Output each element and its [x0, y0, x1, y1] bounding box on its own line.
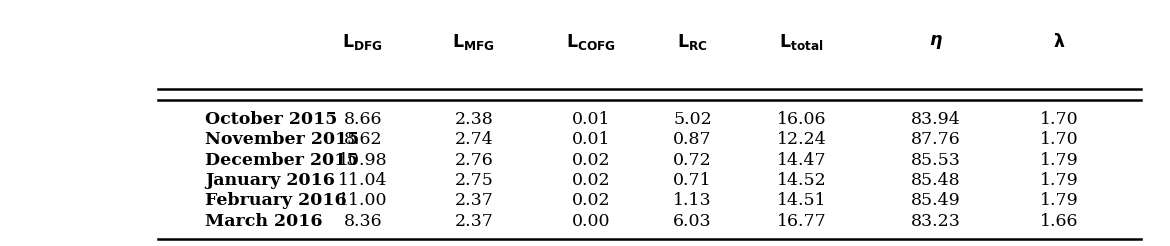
Text: 0.01: 0.01 — [572, 131, 610, 148]
Text: 11.04: 11.04 — [338, 172, 387, 189]
Text: December 2015: December 2015 — [205, 152, 358, 169]
Text: 0.00: 0.00 — [572, 213, 610, 230]
Text: 16.77: 16.77 — [777, 213, 826, 230]
Text: 14.47: 14.47 — [777, 152, 826, 169]
Text: 1.79: 1.79 — [1039, 172, 1079, 189]
Text: 10.98: 10.98 — [338, 152, 387, 169]
Text: March 2016: March 2016 — [205, 213, 322, 230]
Text: 8.36: 8.36 — [343, 213, 383, 230]
Text: 1.79: 1.79 — [1039, 152, 1079, 169]
Text: 14.51: 14.51 — [777, 192, 826, 210]
Text: 87.76: 87.76 — [911, 131, 961, 148]
Text: $\mathbf{L}_{\mathbf{total}}$: $\mathbf{L}_{\mathbf{total}}$ — [779, 32, 824, 52]
Text: 83.23: 83.23 — [911, 213, 961, 230]
Text: 1.70: 1.70 — [1039, 131, 1079, 148]
Text: 0.72: 0.72 — [673, 152, 713, 169]
Text: 85.53: 85.53 — [911, 152, 961, 169]
Text: 85.48: 85.48 — [911, 172, 961, 189]
Text: $\mathbf{L}_{\mathbf{MFG}}$: $\mathbf{L}_{\mathbf{MFG}}$ — [453, 32, 495, 52]
Text: 0.02: 0.02 — [571, 192, 611, 210]
Text: 5.02: 5.02 — [673, 111, 713, 128]
Text: 8.66: 8.66 — [344, 111, 381, 128]
Text: 16.06: 16.06 — [777, 111, 826, 128]
Text: February 2016: February 2016 — [205, 192, 346, 210]
Text: 0.71: 0.71 — [673, 172, 713, 189]
Text: $\mathbf{L}_{\mathbf{COFG}}$: $\mathbf{L}_{\mathbf{COFG}}$ — [566, 32, 615, 52]
Text: $\mathbf{L}_{\mathbf{RC}}$: $\mathbf{L}_{\mathbf{RC}}$ — [677, 32, 708, 52]
Text: 0.87: 0.87 — [673, 131, 713, 148]
Text: 8.62: 8.62 — [343, 131, 383, 148]
Text: 1.79: 1.79 — [1039, 192, 1079, 210]
Text: 2.75: 2.75 — [454, 172, 494, 189]
Text: $\mathbf{L}_{\mathbf{DFG}}$: $\mathbf{L}_{\mathbf{DFG}}$ — [343, 32, 383, 52]
Text: $\boldsymbol{\eta}$: $\boldsymbol{\eta}$ — [929, 33, 943, 51]
Text: $\boldsymbol{\lambda}$: $\boldsymbol{\lambda}$ — [1053, 33, 1065, 51]
Text: October 2015: October 2015 — [205, 111, 337, 128]
Text: 0.01: 0.01 — [572, 111, 610, 128]
Text: 1.13: 1.13 — [673, 192, 713, 210]
Text: 2.76: 2.76 — [454, 152, 494, 169]
Text: 2.38: 2.38 — [454, 111, 494, 128]
Text: 12.24: 12.24 — [777, 131, 826, 148]
Text: 6.03: 6.03 — [673, 213, 713, 230]
Text: January 2016: January 2016 — [205, 172, 335, 189]
Text: 2.37: 2.37 — [454, 192, 494, 210]
Text: 2.74: 2.74 — [454, 131, 494, 148]
Text: 1.70: 1.70 — [1039, 111, 1079, 128]
Text: 2.37: 2.37 — [454, 213, 494, 230]
Text: November 2015: November 2015 — [205, 131, 359, 148]
Text: 83.94: 83.94 — [911, 111, 961, 128]
Text: 1.66: 1.66 — [1040, 213, 1078, 230]
Text: 85.49: 85.49 — [911, 192, 961, 210]
Text: 11.00: 11.00 — [338, 192, 387, 210]
Text: 14.52: 14.52 — [777, 172, 826, 189]
Text: 0.02: 0.02 — [571, 152, 611, 169]
Text: 0.02: 0.02 — [571, 172, 611, 189]
